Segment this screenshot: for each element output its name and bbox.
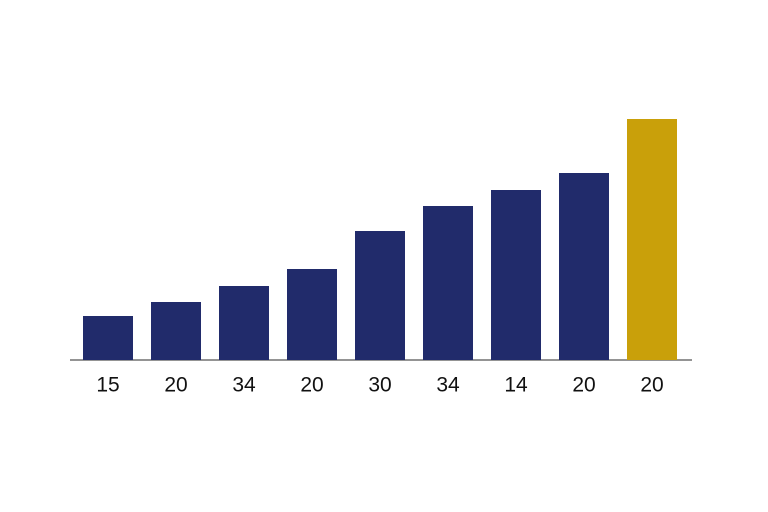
bar — [559, 173, 609, 360]
x-tick-label: 15 — [96, 374, 119, 397]
bar — [151, 302, 201, 360]
x-tick-label: 20 — [572, 374, 595, 397]
x-tick-label: 14 — [504, 374, 528, 397]
x-tick-label: 30 — [368, 374, 391, 397]
x-tick-label: 20 — [640, 374, 663, 397]
bar — [627, 119, 677, 360]
bar — [219, 286, 269, 360]
bar — [287, 269, 337, 360]
x-tick-label: 20 — [164, 374, 187, 397]
bar — [491, 190, 541, 360]
x-tick-label: 20 — [300, 374, 323, 397]
x-tick-label: 34 — [232, 374, 256, 397]
x-tick-label: 34 — [436, 374, 460, 397]
bar — [423, 206, 473, 360]
bar — [355, 231, 405, 360]
bar — [83, 316, 133, 360]
